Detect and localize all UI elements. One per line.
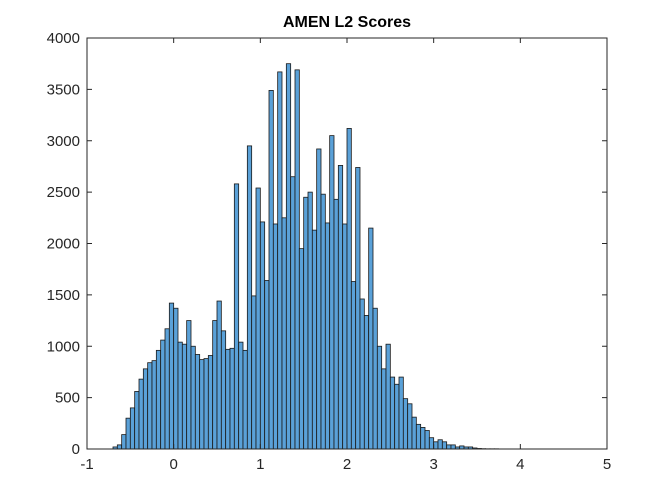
- y-tick-label: 0: [72, 441, 80, 458]
- histogram-bar: [125, 417, 131, 450]
- histogram-bar: [411, 416, 417, 450]
- histogram-bar: [203, 358, 209, 450]
- histogram-bar: [428, 437, 435, 450]
- histogram-bar: [121, 434, 127, 450]
- histogram-bar: [446, 444, 452, 450]
- histogram-bar: [207, 355, 214, 450]
- y-tick-label: 4000: [47, 30, 80, 47]
- histogram-bar: [190, 345, 196, 450]
- histogram-bar: [407, 403, 413, 450]
- histogram-bar: [199, 359, 205, 450]
- histogram-bar: [420, 427, 426, 450]
- histogram-bar: [316, 148, 322, 450]
- histogram-bar: [142, 368, 149, 450]
- histogram-bar: [294, 69, 300, 450]
- histogram-bar: [268, 90, 274, 450]
- y-tick-label: 2500: [47, 184, 80, 201]
- x-tick-label: 4: [516, 456, 524, 473]
- y-axis: 0 500 1000 1500 2000 2500 3000 3500 4000: [47, 30, 607, 458]
- y-tick-label: 3500: [47, 81, 80, 98]
- x-axis: -1 0 1 2 3 4 5: [80, 38, 611, 473]
- histogram-bar: [394, 383, 400, 450]
- histogram-bar: [177, 341, 183, 450]
- histogram-bar: [281, 217, 287, 450]
- histogram-bar: [398, 376, 404, 450]
- histogram-bar: [389, 376, 396, 450]
- histogram-bar: [381, 368, 387, 450]
- histogram-bar: [255, 187, 261, 450]
- histogram-bar: [333, 198, 339, 450]
- x-tick-label: 0: [169, 456, 177, 473]
- x-tick-label: 3: [429, 456, 437, 473]
- histogram-bar: [138, 378, 144, 450]
- histogram-bar: [402, 398, 409, 450]
- histogram-bar: [324, 222, 331, 450]
- histogram-bar: [246, 145, 253, 450]
- histogram-bar: [359, 298, 365, 450]
- histogram-bar: [129, 407, 136, 450]
- histogram-bar: [186, 320, 192, 450]
- histogram-bar: [194, 354, 201, 450]
- histogram-bar: [424, 430, 430, 450]
- histogram-bar: [181, 343, 188, 450]
- y-tick-label: 1500: [47, 287, 80, 304]
- y-tick-label: 2000: [47, 236, 80, 253]
- histogram-bar: [238, 341, 244, 450]
- histogram-bar: [372, 307, 378, 450]
- histogram-bar: [441, 441, 448, 450]
- x-tick-label: 1: [256, 456, 264, 473]
- histogram-bar: [376, 345, 383, 450]
- histogram-bar: [151, 360, 157, 450]
- histogram-bar: [242, 349, 248, 450]
- histogram-bar: [415, 423, 422, 450]
- histogram-bar: [225, 348, 231, 450]
- histogram-bars: [112, 63, 513, 450]
- histogram-bar: [355, 167, 361, 450]
- histogram-bar: [350, 281, 357, 450]
- histogram-bar: [363, 315, 370, 450]
- histogram-bar: [337, 165, 344, 450]
- histogram-bar: [212, 320, 218, 450]
- histogram-bar: [220, 330, 227, 450]
- x-tick-label: 2: [343, 456, 351, 473]
- histogram-bar: [290, 176, 296, 450]
- histogram-bar: [155, 349, 162, 450]
- histogram-bar: [272, 223, 279, 450]
- x-tick-label: -1: [80, 456, 93, 473]
- histogram-bar: [320, 193, 326, 450]
- histogram-bar: [298, 248, 305, 450]
- histogram-bar: [433, 441, 439, 450]
- y-tick-label: 1000: [47, 338, 80, 355]
- histogram-bar: [346, 128, 352, 450]
- histogram-bar: [264, 280, 270, 450]
- histogram-bar: [173, 307, 179, 450]
- histogram-bar: [259, 221, 266, 450]
- histogram-bar: [342, 223, 348, 450]
- histogram-bar: [303, 196, 309, 450]
- histogram-bar: [368, 227, 374, 450]
- histogram-bar: [216, 300, 222, 450]
- histogram-bar: [437, 439, 443, 450]
- y-tick-label: 3000: [47, 133, 80, 150]
- histogram-bar: [450, 444, 456, 450]
- histogram-bar: [285, 63, 292, 450]
- x-tick-label: 5: [603, 456, 611, 473]
- histogram-bar: [329, 135, 335, 450]
- histogram-bar: [168, 302, 175, 450]
- histogram-bar: [147, 362, 153, 450]
- histogram-bar: [116, 444, 123, 450]
- histogram-bar: [385, 343, 391, 450]
- chart-title: AMEN L2 Scores: [283, 14, 411, 31]
- histogram-bar: [134, 391, 140, 450]
- histogram-bar: [229, 347, 235, 450]
- histogram-bar: [233, 183, 240, 450]
- y-tick-label: 500: [55, 390, 80, 407]
- histogram-bar: [251, 295, 257, 450]
- histogram-bar: [277, 71, 283, 450]
- histogram-bar: [160, 339, 166, 450]
- histogram-bar: [311, 229, 318, 450]
- histogram-bar: [164, 328, 170, 450]
- histogram-bar: [307, 191, 313, 450]
